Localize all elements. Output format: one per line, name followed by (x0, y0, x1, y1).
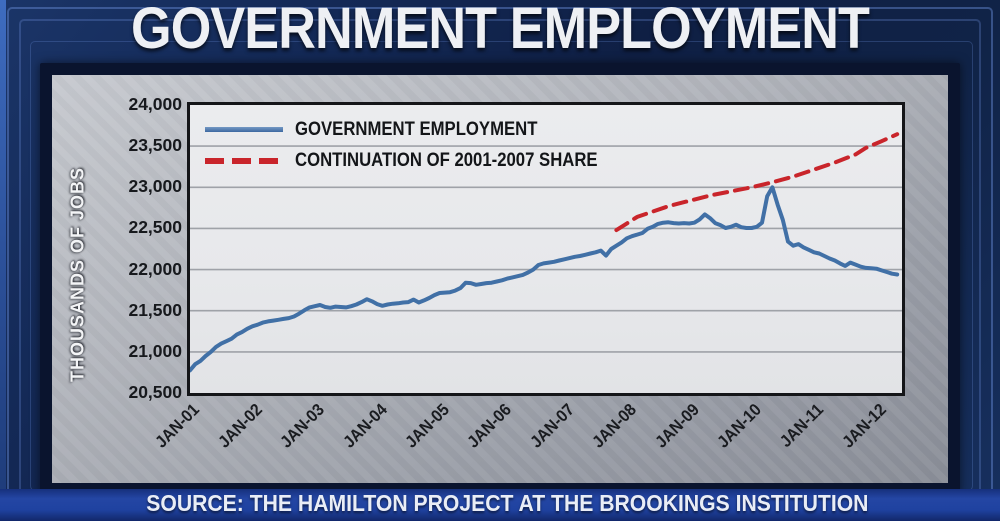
chart-legend: GOVERNMENT EMPLOYMENT CONTINUATION OF 20… (205, 114, 639, 176)
employment-line-swatch-icon (205, 127, 283, 132)
y-tick-label: 23,000 (128, 176, 182, 197)
source-attribution: SOURCE: THE HAMILTON PROJECT AT THE BROO… (146, 490, 869, 516)
legend-label-employment: GOVERNMENT EMPLOYMENT (295, 118, 538, 140)
source-bar: SOURCE: THE HAMILTON PROJECT AT THE BROO… (0, 489, 1000, 521)
y-tick-label: 21,500 (128, 299, 182, 320)
plot-area: GOVERNMENT EMPLOYMENT CONTINUATION OF 20… (187, 102, 905, 396)
chart-plot-svg (190, 132, 902, 373)
left-edge-highlight (0, 0, 6, 521)
y-tick-label: 21,000 (128, 340, 182, 361)
page-title: GOVERNMENT EMPLOYMENT (130, 0, 870, 61)
legend-item-employment: GOVERNMENT EMPLOYMENT (205, 114, 639, 145)
y-tick-label: 23,500 (128, 135, 182, 156)
y-tick-label: 20,500 (128, 382, 182, 402)
y-tick-label: 22,000 (128, 258, 182, 279)
projection-line-swatch-icon (205, 157, 283, 164)
y-tick-label: 22,500 (128, 217, 182, 238)
legend-item-projection: CONTINUATION OF 2001-2007 SHARE (205, 145, 639, 176)
y-tick-label: 24,000 (128, 94, 182, 114)
legend-label-projection: CONTINUATION OF 2001-2007 SHARE (295, 149, 598, 171)
